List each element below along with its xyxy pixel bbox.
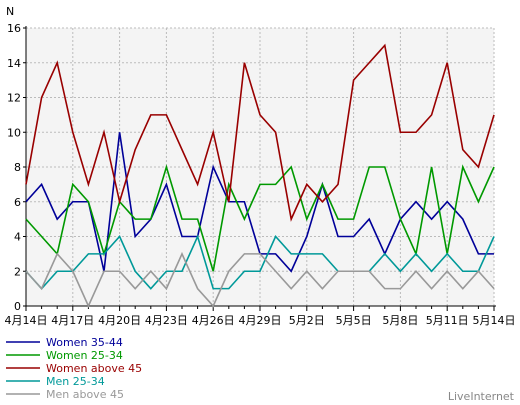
legend-label-4: Men above 45 (46, 388, 124, 401)
series-line-4 (25, 251, 495, 308)
x-tick-label-1: 4月17日 (51, 314, 94, 327)
y-tick-label-2: 4 (14, 231, 21, 244)
y-tick-label-0: 0 (14, 300, 21, 313)
x-tick-label-9: 5月11日 (426, 314, 469, 327)
x-axis-ticks: 4月14日 4月17日 4月20日 4月23日 4月26日 4月29日 5月2日 5月5日 5月… (5, 306, 516, 327)
series-lines (25, 43, 495, 308)
x-tick-label-8: 5月8日 (382, 314, 418, 327)
y-tick-label-8: 16 (7, 22, 21, 35)
y-tick-label-1: 2 (14, 265, 21, 278)
y-tick-label-7: 14 (7, 57, 21, 70)
y-tick-label-4: 8 (14, 161, 21, 174)
legend-label-3: Men 25-34 (46, 375, 105, 388)
x-tick-label-2: 4月20日 (98, 314, 141, 327)
y-tick-label-6: 12 (7, 92, 21, 105)
x-tick-label-10: 5月14日 (473, 314, 516, 327)
series-line-2 (25, 43, 495, 222)
x-tick-label-6: 5月2日 (289, 314, 325, 327)
y-axis-label: N (6, 5, 14, 18)
x-tick-label-0: 4月14日 (5, 314, 48, 327)
y-tick-label-5: 10 (7, 126, 21, 139)
legend-label-1: Women 25-34 (46, 349, 123, 362)
x-tick-label-7: 5月5日 (336, 314, 372, 327)
legend-label-2: Women above 45 (46, 362, 142, 375)
series-line-3 (25, 234, 495, 290)
watermark: LiveInternet (448, 390, 515, 403)
y-axis-ticks: 0 2 4 6 8 10 12 14 16 (7, 22, 26, 313)
y-tick-label-3: 6 (14, 196, 21, 209)
legend-label-0: Women 35-44 (46, 336, 123, 349)
x-tick-label-3: 4月23日 (145, 314, 188, 327)
x-tick-label-4: 4月26日 (192, 314, 235, 327)
x-tick-label-5: 4月29日 (239, 314, 282, 327)
